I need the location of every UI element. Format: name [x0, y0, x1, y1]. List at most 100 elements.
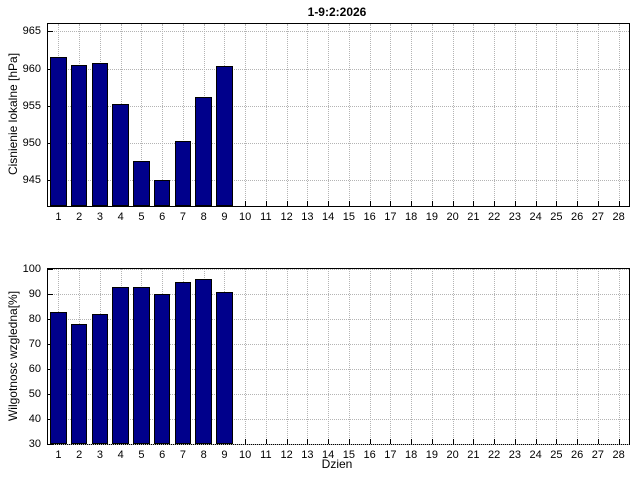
- h-gridline: [48, 105, 629, 107]
- h-gridline: [48, 269, 629, 270]
- x-tick-mark: [452, 439, 454, 444]
- x-tick-label: 19: [425, 211, 438, 223]
- x-tick-label: 24: [529, 211, 542, 223]
- x-tick-mark: [494, 439, 496, 444]
- v-gridline: [452, 269, 454, 444]
- v-gridline: [411, 269, 413, 444]
- x-tick-label: 4: [117, 449, 124, 461]
- x-tick-label: 23: [508, 449, 521, 461]
- x-tick-label: 25: [550, 449, 563, 461]
- x-tick-label: 13: [301, 211, 314, 223]
- x-tick-label: 26: [571, 211, 584, 223]
- x-tick-mark: [348, 439, 350, 444]
- v-gridline: [245, 269, 247, 444]
- v-gridline: [556, 24, 558, 206]
- bar-day-8: [195, 279, 212, 444]
- x-tick-label: 27: [591, 211, 604, 223]
- h-gridline: [48, 344, 629, 345]
- h-gridline: [48, 31, 629, 33]
- bar-day-7: [174, 281, 192, 444]
- v-gridline: [328, 269, 330, 444]
- y-tick-label: 80: [28, 313, 41, 325]
- v-gridline: [597, 24, 599, 206]
- x-tick-label: 9: [221, 211, 228, 223]
- x-tick-mark: [577, 439, 579, 444]
- x-tick-label: 14: [322, 449, 335, 461]
- h-gridline: [48, 369, 629, 370]
- x-tick-label: 10: [239, 211, 252, 223]
- x-tick-mark: [265, 201, 267, 206]
- x-tick-mark: [556, 439, 558, 444]
- y-tick-label: 70: [28, 338, 41, 350]
- x-tick-mark: [245, 439, 247, 444]
- y-tick-mark: [48, 31, 53, 33]
- y-tick-mark: [48, 444, 53, 445]
- v-gridline: [494, 269, 496, 444]
- x-tick-label: 11: [260, 211, 272, 223]
- v-gridline: [514, 269, 516, 444]
- x-tick-label: 17: [384, 211, 397, 223]
- h-gridline: [48, 319, 629, 320]
- v-gridline: [182, 24, 184, 206]
- x-tick-mark: [411, 201, 413, 206]
- x-tick-mark: [494, 201, 496, 206]
- x-tick-label: 17: [384, 449, 397, 461]
- bar-day-6: [153, 294, 171, 444]
- x-tick-mark: [307, 439, 309, 444]
- v-gridline: [535, 269, 537, 444]
- x-tick-label: 15: [342, 211, 355, 223]
- x-tick-label: 11: [260, 449, 272, 461]
- h-gridline: [48, 394, 629, 395]
- v-gridline: [369, 24, 371, 206]
- v-gridline: [618, 24, 620, 206]
- h-gridline: [48, 294, 629, 295]
- v-gridline: [141, 24, 143, 206]
- bar-day-8: [195, 96, 212, 206]
- v-gridline: [452, 24, 454, 206]
- h-gridline: [48, 419, 629, 420]
- bar-day-3: [91, 62, 109, 206]
- v-gridline: [473, 269, 475, 444]
- x-tick-mark: [390, 439, 392, 444]
- h-gridline: [48, 68, 629, 70]
- x-tick-label: 15: [342, 449, 355, 461]
- v-gridline: [597, 269, 599, 444]
- x-tick-mark: [618, 439, 620, 444]
- x-tick-label: 1: [55, 449, 62, 461]
- x-tick-mark: [328, 439, 330, 444]
- x-tick-label: 21: [467, 449, 480, 461]
- humidity-plot-area: 30 40 50 60 70 80 90 100 1 2 3 4 5 6 7 8 9 10 11 12 13 14 15 16…: [23, 263, 630, 461]
- v-gridline: [473, 24, 475, 206]
- x-tick-mark: [473, 201, 475, 206]
- x-axis-label: Dzien: [321, 457, 353, 471]
- v-gridline: [286, 24, 288, 206]
- x-tick-mark: [245, 201, 247, 206]
- x-tick-label: 26: [571, 449, 584, 461]
- bar-day-1: [50, 311, 67, 444]
- x-tick-label: 20: [446, 449, 459, 461]
- x-tick-label: 27: [591, 449, 604, 461]
- x-tick-mark: [286, 439, 288, 444]
- x-tick-mark: [597, 439, 599, 444]
- h-gridline: [48, 142, 629, 144]
- x-tick-label: 16: [363, 449, 376, 461]
- v-gridline: [577, 269, 579, 444]
- v-gridline: [307, 269, 309, 444]
- bar-day-9: [216, 291, 233, 444]
- pressure-plot-area: 945 950 955 960 965 1 2 3 4 5 6 7 8 9 10 11 12 13 14 15 16 17…: [23, 23, 630, 223]
- bar-day-4: [112, 286, 129, 444]
- bar-day-1: [50, 57, 67, 206]
- bar-day-2: [70, 324, 88, 444]
- x-tick-mark: [348, 201, 350, 206]
- y-tick-label: 40: [28, 413, 41, 425]
- x-tick-label: 3: [96, 449, 103, 461]
- x-tick-label: 18: [405, 211, 418, 223]
- x-tick-mark: [369, 201, 371, 206]
- y-tick-label: 965: [22, 25, 41, 38]
- x-tick-label: 12: [280, 449, 293, 461]
- v-gridline: [577, 24, 579, 206]
- x-tick-label: 4: [117, 211, 124, 223]
- y-tick-mark: [48, 294, 53, 295]
- pressure-y-axis-label: Cisnienie lokalne [hPa]: [6, 52, 20, 176]
- x-tick-mark: [369, 439, 371, 444]
